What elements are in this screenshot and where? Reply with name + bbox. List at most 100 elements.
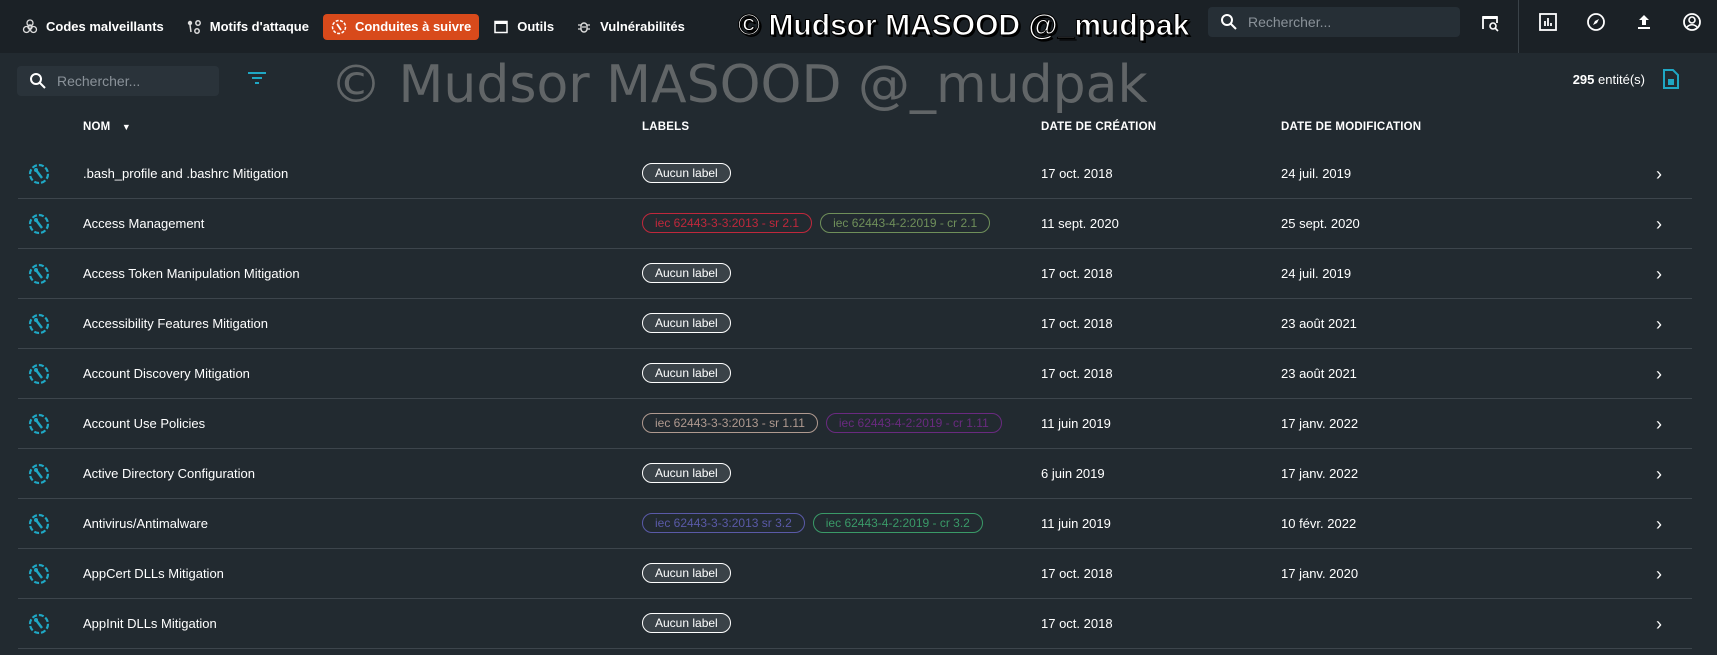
sort-desc-icon: ▼ xyxy=(121,122,131,132)
export-button[interactable] xyxy=(1662,68,1680,95)
nav-codes-malveillants[interactable]: Codes malveillants xyxy=(14,14,172,40)
attack-pattern-icon xyxy=(187,19,201,34)
course-of-action-icon xyxy=(28,263,50,290)
bug-icon xyxy=(578,21,591,33)
row-created-date: 6 juin 2019 xyxy=(1041,466,1105,481)
row-labels: iec 62443-3-3:2013 - sr 2.1 iec 62443-4-2… xyxy=(642,213,991,233)
label-chip: iec 62443-4-2:2019 - cr 1.11 xyxy=(825,413,1002,433)
table-row[interactable]: Account Use Policies iec 62443-3-3:2013 … xyxy=(18,399,1692,449)
count-suffix: entité(s) xyxy=(1598,72,1645,87)
table-row[interactable]: AppCert DLLs Mitigation Aucun label 17 o… xyxy=(18,549,1692,599)
search-icon xyxy=(1221,14,1237,30)
search-placeholder: Rechercher... xyxy=(57,73,141,89)
label-chip: Aucun label xyxy=(642,613,731,633)
count-value: 295 xyxy=(1572,72,1595,87)
row-labels: Aucun label xyxy=(642,463,731,483)
row-created-date: 17 oct. 2018 xyxy=(1041,366,1113,381)
table-row[interactable]: AppInit DLLs Mitigation Aucun label 17 o… xyxy=(18,599,1692,649)
main-nav: Codes malveillants Motifs d'attaque Cond… xyxy=(14,13,693,40)
row-name[interactable]: .bash_profile and .bashrc Mitigation xyxy=(83,166,289,181)
header-labels: LABELS xyxy=(642,121,690,133)
top-navigation-bar: Codes malveillants Motifs d'attaque Cond… xyxy=(0,0,1717,53)
table-row[interactable]: Antivirus/Antimalware iec 62443-3-3:2013… xyxy=(18,499,1692,549)
row-name[interactable]: Antivirus/Antimalware xyxy=(83,516,208,531)
row-name[interactable]: Accessibility Features Mitigation xyxy=(83,316,268,331)
row-created-date: 17 oct. 2018 xyxy=(1041,616,1113,631)
row-name[interactable]: AppCert DLLs Mitigation xyxy=(83,566,224,581)
course-of-action-icon xyxy=(28,313,50,340)
search-calendar-button[interactable] xyxy=(1478,10,1502,34)
table-row[interactable]: Account Discovery Mitigation Aucun label… xyxy=(18,349,1692,399)
header-name-label: NOM xyxy=(83,121,111,133)
row-modified-date: 24 juil. 2019 xyxy=(1281,266,1352,281)
chevron-right-icon[interactable]: › xyxy=(1656,314,1662,334)
table-row[interactable]: Access Management iec 62443-3-3:2013 - s… xyxy=(18,199,1692,249)
chevron-right-icon[interactable]: › xyxy=(1656,214,1662,234)
label-chip: Aucun label xyxy=(642,363,731,383)
row-created-date: 17 oct. 2018 xyxy=(1041,266,1113,281)
row-labels: Aucun label xyxy=(642,163,731,183)
dashboard-button[interactable] xyxy=(1536,10,1560,34)
row-created-date: 17 oct. 2018 xyxy=(1041,166,1113,181)
row-modified-date: 17 janv. 2020 xyxy=(1281,566,1359,581)
nav-vulnerabilites[interactable]: Vulnérabilités xyxy=(568,14,693,40)
row-created-date: 11 sept. 2020 xyxy=(1041,216,1119,231)
row-created-date: 11 juin 2019 xyxy=(1041,416,1111,431)
header-name[interactable]: NOM ▼ xyxy=(83,121,131,133)
label-chip: iec 62443-3-3:2013 - sr 2.1 xyxy=(642,213,813,233)
label-chip: Aucun label xyxy=(642,463,731,483)
import-button[interactable] xyxy=(1632,10,1656,34)
toolbar-divider xyxy=(1518,0,1519,53)
row-labels: Aucun label xyxy=(642,563,731,583)
table-row[interactable]: .bash_profile and .bashrc Mitigation Auc… xyxy=(18,149,1692,199)
filter-icon xyxy=(248,72,266,84)
row-labels: Aucun label xyxy=(642,313,731,333)
row-modified-date: 17 janv. 2022 xyxy=(1281,416,1359,431)
explore-button[interactable] xyxy=(1584,10,1608,34)
label-chip: Aucun label xyxy=(642,163,731,183)
row-name[interactable]: AppInit DLLs Mitigation xyxy=(83,616,217,631)
filter-button[interactable] xyxy=(246,70,268,91)
label-chip: iec 62443-4-2:2019 - cr 2.1 xyxy=(820,213,991,233)
header-modified[interactable]: DATE DE MODIFICATION xyxy=(1281,121,1422,133)
row-name[interactable]: Account Discovery Mitigation xyxy=(83,366,250,381)
row-name[interactable]: Access Token Manipulation Mitigation xyxy=(83,266,300,281)
table-row[interactable]: Active Directory Configuration Aucun lab… xyxy=(18,449,1692,499)
label-chip: Aucun label xyxy=(642,313,731,333)
user-profile-button[interactable] xyxy=(1680,10,1704,34)
label-chip: iec 62443-4-2:2019 - cr 3.2 xyxy=(812,513,983,533)
global-search-input[interactable]: Rechercher... xyxy=(1208,7,1460,37)
file-export-icon xyxy=(1663,69,1679,89)
row-name[interactable]: Account Use Policies xyxy=(83,416,206,431)
chevron-right-icon[interactable]: › xyxy=(1656,464,1662,484)
row-modified-date: 23 août 2021 xyxy=(1281,316,1357,331)
row-name[interactable]: Active Directory Configuration xyxy=(83,466,255,481)
header-created[interactable]: DATE DE CRÉATION xyxy=(1041,121,1157,133)
table-row[interactable]: Accessibility Features Mitigation Aucun … xyxy=(18,299,1692,349)
course-of-action-icon xyxy=(28,363,50,390)
row-modified-date: 17 janv. 2022 xyxy=(1281,466,1359,481)
chevron-right-icon[interactable]: › xyxy=(1656,614,1662,634)
biohazard-icon xyxy=(22,18,38,33)
row-name[interactable]: Access Management xyxy=(83,216,205,231)
watermark-diagonal: © Mudsor MASOOD @_mudpak xyxy=(330,55,1148,115)
nav-conduites-a-suivre[interactable]: Conduites à suivre xyxy=(322,13,480,40)
chevron-right-icon[interactable]: › xyxy=(1656,164,1662,184)
chevron-right-icon[interactable]: › xyxy=(1656,514,1662,534)
row-modified-date: 23 août 2021 xyxy=(1281,366,1357,381)
chevron-right-icon[interactable]: › xyxy=(1656,564,1662,584)
search-placeholder: Rechercher... xyxy=(1248,14,1332,30)
table-row[interactable]: Access Token Manipulation Mitigation Auc… xyxy=(18,249,1692,299)
course-of-action-icon xyxy=(28,613,50,640)
course-of-action-icon xyxy=(28,163,50,190)
nav-motifs-attaque[interactable]: Motifs d'attaque xyxy=(178,14,317,40)
list-search-input[interactable]: Rechercher... xyxy=(17,66,219,96)
chevron-right-icon[interactable]: › xyxy=(1656,364,1662,384)
bar-chart-icon xyxy=(1539,13,1557,31)
chevron-right-icon[interactable]: › xyxy=(1656,414,1662,434)
search-icon xyxy=(30,73,46,89)
nav-outils[interactable]: Outils xyxy=(485,14,562,40)
chevron-right-icon[interactable]: › xyxy=(1656,264,1662,284)
course-of-action-icon xyxy=(28,563,50,590)
row-created-date: 11 juin 2019 xyxy=(1041,516,1111,531)
